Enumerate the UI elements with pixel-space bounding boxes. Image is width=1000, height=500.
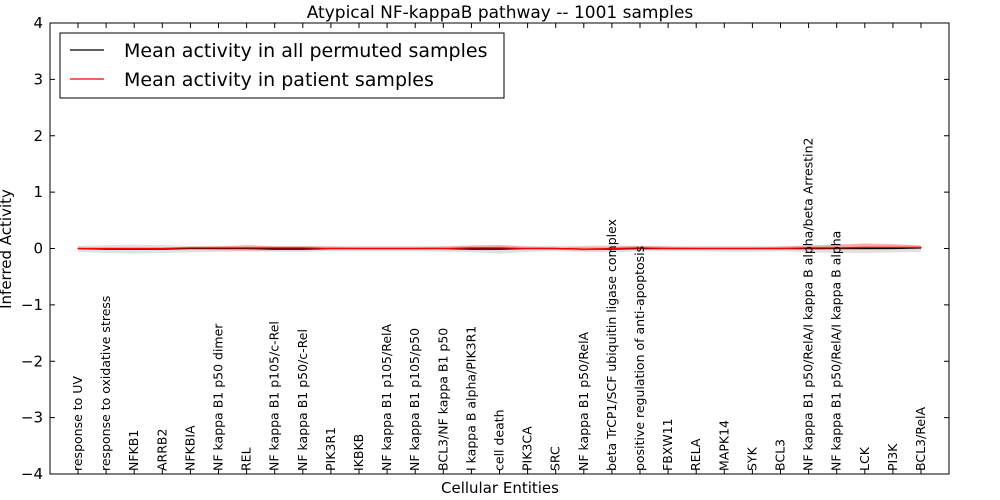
data-point-patient xyxy=(442,248,444,249)
data-point-permuted xyxy=(892,248,894,249)
legend-label-permuted: Mean activity in all permuted samples xyxy=(124,40,487,62)
x-axis-ticks xyxy=(77,23,922,474)
category-label: NF kappa B1 p50 dimer xyxy=(211,323,226,471)
category-label: response to oxidative stress xyxy=(98,296,113,471)
category-label: SYK xyxy=(744,446,759,471)
data-point-patient xyxy=(695,248,697,249)
data-point-patient xyxy=(161,248,163,249)
category-label: NF kappa B1 p105/c-Rel xyxy=(267,321,282,471)
y-tick-label: −2 xyxy=(21,352,43,370)
category-label: MAPK14 xyxy=(716,420,731,471)
category-label: beta TrCP1/SCF ubiquitin ligase complex xyxy=(604,219,619,471)
category-label: NF kappa B1 p105/p50 xyxy=(407,328,422,471)
data-point-patient xyxy=(274,247,276,249)
data-point-patient xyxy=(499,247,500,249)
y-tick-label: −3 xyxy=(21,409,43,427)
y-tick-label: 4 xyxy=(33,14,43,32)
category-label: BCL3 xyxy=(773,439,788,471)
category-label: NF kappa B1 p50/c-Rel xyxy=(295,329,310,471)
category-label: cell death xyxy=(492,409,507,471)
series-lines xyxy=(77,246,922,250)
y-tick-label: 1 xyxy=(33,183,43,201)
data-point-permuted xyxy=(864,248,866,249)
category-label: positive regulation of anti-apoptosis xyxy=(632,246,647,471)
data-point-patient xyxy=(555,248,557,249)
y-axis-ticks: 4 3 2 1 0 −1 −2 −3 −4 xyxy=(21,14,949,483)
data-point-patient xyxy=(639,247,641,249)
data-point-permuted xyxy=(302,248,304,250)
data-point-patient xyxy=(386,248,388,249)
data-point-patient xyxy=(358,248,360,249)
data-point-patient xyxy=(302,247,304,249)
y-tick-label: 3 xyxy=(33,70,43,88)
data-point-patient xyxy=(414,248,416,249)
data-point-patient xyxy=(218,247,219,249)
data-point-patient xyxy=(246,247,248,249)
category-label: PI3K xyxy=(885,443,900,471)
category-label: SRC xyxy=(548,446,563,471)
category-label: PIK3CA xyxy=(520,426,535,471)
data-point-patient xyxy=(527,248,529,249)
category-label: RELA xyxy=(688,438,703,471)
category-label: IKBKB xyxy=(351,434,366,471)
data-point-patient xyxy=(808,247,810,249)
data-point-patient xyxy=(611,248,613,249)
x-axis-label: Cellular Entities xyxy=(441,479,559,497)
data-point-patient xyxy=(470,247,472,249)
category-label: REL xyxy=(239,447,254,471)
data-point-permuted xyxy=(470,248,472,250)
category-label: FBXW11 xyxy=(660,418,675,471)
category-label: BCL3/NF kappa B1 p50 xyxy=(435,328,450,471)
category-label: NF kappa B1 p105/RelA xyxy=(379,324,394,471)
data-point-patient xyxy=(836,247,838,249)
chart-title: Atypical NF-kappaB pathway -- 1001 sampl… xyxy=(307,3,694,23)
data-point-patient xyxy=(920,246,922,248)
legend-box xyxy=(59,32,505,99)
data-point-patient xyxy=(864,246,866,248)
data-point-patient xyxy=(583,248,585,250)
data-point-patient xyxy=(723,248,725,249)
y-tick-label: −4 xyxy=(21,465,43,483)
data-point-patient xyxy=(751,248,753,249)
category-label: NFKBIA xyxy=(182,425,197,471)
category-label: LCK xyxy=(857,446,872,471)
category-label: ARRB2 xyxy=(154,429,169,471)
y-tick-label: −1 xyxy=(21,296,43,314)
legend: Mean activity in all permuted samples Me… xyxy=(59,32,505,99)
data-point-patient xyxy=(189,247,191,249)
data-point-permuted xyxy=(499,248,500,250)
data-point-patient xyxy=(133,248,135,249)
data-point-patient xyxy=(780,248,781,249)
category-label: NF kappa B1 p50/RelA xyxy=(576,331,591,471)
category-label: NF kappa B1 p50/RelA/I kappa B alpha/bet… xyxy=(801,138,816,472)
category-label: NF kappa B1 p50/RelA/I kappa B alpha xyxy=(829,231,844,471)
data-point-patient xyxy=(330,248,332,249)
category-label: BCL3/RelA xyxy=(913,407,928,471)
category-labels: response to UV response to oxidative stre… xyxy=(70,138,928,472)
data-point-permuted xyxy=(274,248,276,250)
legend-label-patient: Mean activity in patient samples xyxy=(124,69,434,91)
data-point-patient xyxy=(667,248,669,249)
data-point-patient xyxy=(892,246,894,248)
category-label: response to UV xyxy=(70,376,85,471)
data-point-patient xyxy=(105,248,107,249)
category-label: PIK3R1 xyxy=(323,427,338,471)
y-tick-label: 0 xyxy=(33,240,43,258)
y-tick-label: 2 xyxy=(33,127,43,145)
data-point-patient xyxy=(77,248,79,249)
category-label: I kappa B alpha/PIK3R1 xyxy=(463,326,478,471)
y-axis-label: Inferred Activity xyxy=(0,189,15,309)
category-label: NFKB1 xyxy=(126,430,141,471)
